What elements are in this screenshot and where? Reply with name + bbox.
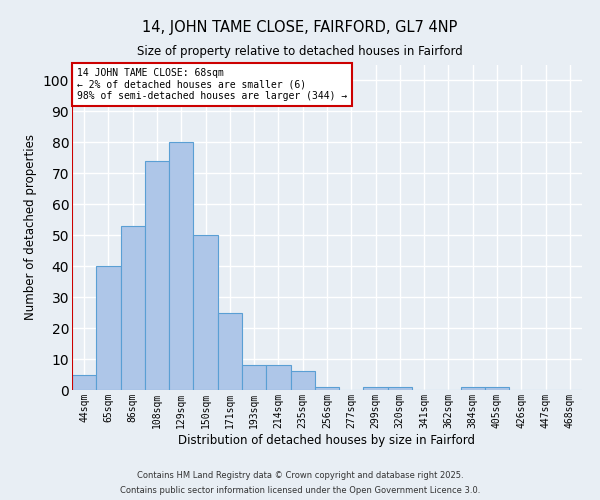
Bar bbox=[242, 365, 266, 390]
Bar bbox=[96, 266, 121, 390]
Bar bbox=[72, 374, 96, 390]
Text: 14 JOHN TAME CLOSE: 68sqm
← 2% of detached houses are smaller (6)
98% of semi-de: 14 JOHN TAME CLOSE: 68sqm ← 2% of detach… bbox=[77, 68, 347, 102]
Bar bbox=[266, 365, 290, 390]
Y-axis label: Number of detached properties: Number of detached properties bbox=[24, 134, 37, 320]
X-axis label: Distribution of detached houses by size in Fairford: Distribution of detached houses by size … bbox=[179, 434, 476, 446]
Text: Size of property relative to detached houses in Fairford: Size of property relative to detached ho… bbox=[137, 45, 463, 58]
Bar bbox=[290, 372, 315, 390]
Bar bbox=[169, 142, 193, 390]
Text: Contains HM Land Registry data © Crown copyright and database right 2025.: Contains HM Land Registry data © Crown c… bbox=[137, 471, 463, 480]
Bar bbox=[121, 226, 145, 390]
Bar bbox=[145, 161, 169, 390]
Bar bbox=[193, 235, 218, 390]
Bar bbox=[364, 387, 388, 390]
Bar bbox=[461, 387, 485, 390]
Bar bbox=[315, 387, 339, 390]
Text: Contains public sector information licensed under the Open Government Licence 3.: Contains public sector information licen… bbox=[120, 486, 480, 495]
Bar bbox=[218, 312, 242, 390]
Bar bbox=[388, 387, 412, 390]
Text: 14, JOHN TAME CLOSE, FAIRFORD, GL7 4NP: 14, JOHN TAME CLOSE, FAIRFORD, GL7 4NP bbox=[142, 20, 458, 35]
Bar bbox=[485, 387, 509, 390]
